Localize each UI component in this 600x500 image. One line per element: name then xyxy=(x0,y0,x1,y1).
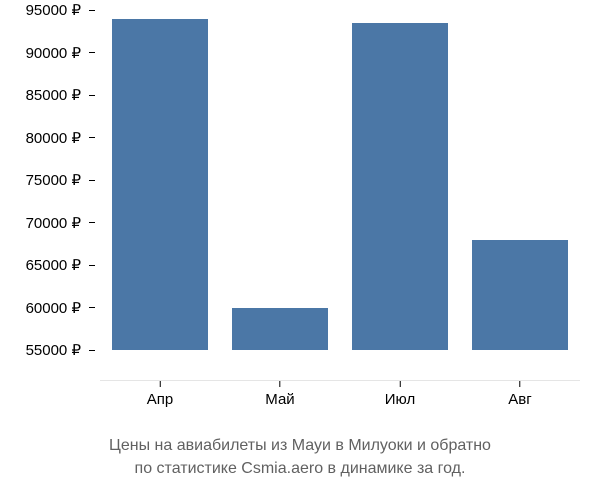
y-tick-mark xyxy=(89,265,95,266)
y-tick: 65000 ₽ xyxy=(0,256,95,274)
x-tick: Май xyxy=(265,381,294,408)
y-tick-label: 95000 ₽ xyxy=(26,1,89,19)
y-tick-mark xyxy=(89,222,95,223)
y-tick-label: 70000 ₽ xyxy=(26,214,89,232)
y-tick: 90000 ₽ xyxy=(0,44,95,62)
x-tick-mark xyxy=(279,381,280,387)
x-tick-label: Авг xyxy=(508,391,531,408)
y-tick: 80000 ₽ xyxy=(0,129,95,147)
x-tick-label: Май xyxy=(265,391,294,408)
caption-line-1: Цены на авиабилеты из Мауи в Милуоки и о… xyxy=(109,437,491,454)
x-tick-mark xyxy=(400,381,401,387)
y-tick-mark xyxy=(89,52,95,53)
y-tick-label: 90000 ₽ xyxy=(26,44,89,62)
y-tick-label: 60000 ₽ xyxy=(26,299,89,317)
x-tick: Апр xyxy=(147,381,173,408)
y-tick-label: 65000 ₽ xyxy=(26,256,89,274)
bar xyxy=(232,308,328,351)
y-tick: 95000 ₽ xyxy=(0,1,95,19)
plot-area: 55000 ₽60000 ₽65000 ₽70000 ₽75000 ₽80000… xyxy=(100,10,580,350)
caption-line-2: по статистике Csmia.aero в динамике за г… xyxy=(135,460,466,477)
x-tick: Июл xyxy=(385,381,415,408)
y-tick: 85000 ₽ xyxy=(0,86,95,104)
y-tick-mark xyxy=(89,307,95,308)
y-tick-mark xyxy=(89,350,95,351)
chart-caption: Цены на авиабилеты из Мауи в Милуоки и о… xyxy=(0,435,600,480)
bar xyxy=(112,19,208,351)
y-tick-label: 75000 ₽ xyxy=(26,171,89,189)
y-axis: 55000 ₽60000 ₽65000 ₽70000 ₽75000 ₽80000… xyxy=(0,10,95,350)
x-tick: Авг xyxy=(508,381,531,408)
y-tick-mark xyxy=(89,180,95,181)
y-tick: 55000 ₽ xyxy=(0,341,95,359)
y-tick-mark xyxy=(89,95,95,96)
y-tick-label: 85000 ₽ xyxy=(26,86,89,104)
y-tick-mark xyxy=(89,10,95,11)
x-tick-label: Июл xyxy=(385,391,415,408)
x-axis: Апр Май Июл Авг xyxy=(100,380,580,410)
y-tick: 60000 ₽ xyxy=(0,299,95,317)
x-tick-label: Апр xyxy=(147,391,173,408)
y-tick-label: 55000 ₽ xyxy=(26,341,89,359)
bar xyxy=(472,240,568,351)
y-tick: 75000 ₽ xyxy=(0,171,95,189)
y-tick: 70000 ₽ xyxy=(0,214,95,232)
chart-container: 55000 ₽60000 ₽65000 ₽70000 ₽75000 ₽80000… xyxy=(100,10,580,380)
bar xyxy=(352,23,448,350)
x-tick-mark xyxy=(519,381,520,387)
y-tick-label: 80000 ₽ xyxy=(26,129,89,147)
x-tick-mark xyxy=(159,381,160,387)
y-tick-mark xyxy=(89,137,95,138)
